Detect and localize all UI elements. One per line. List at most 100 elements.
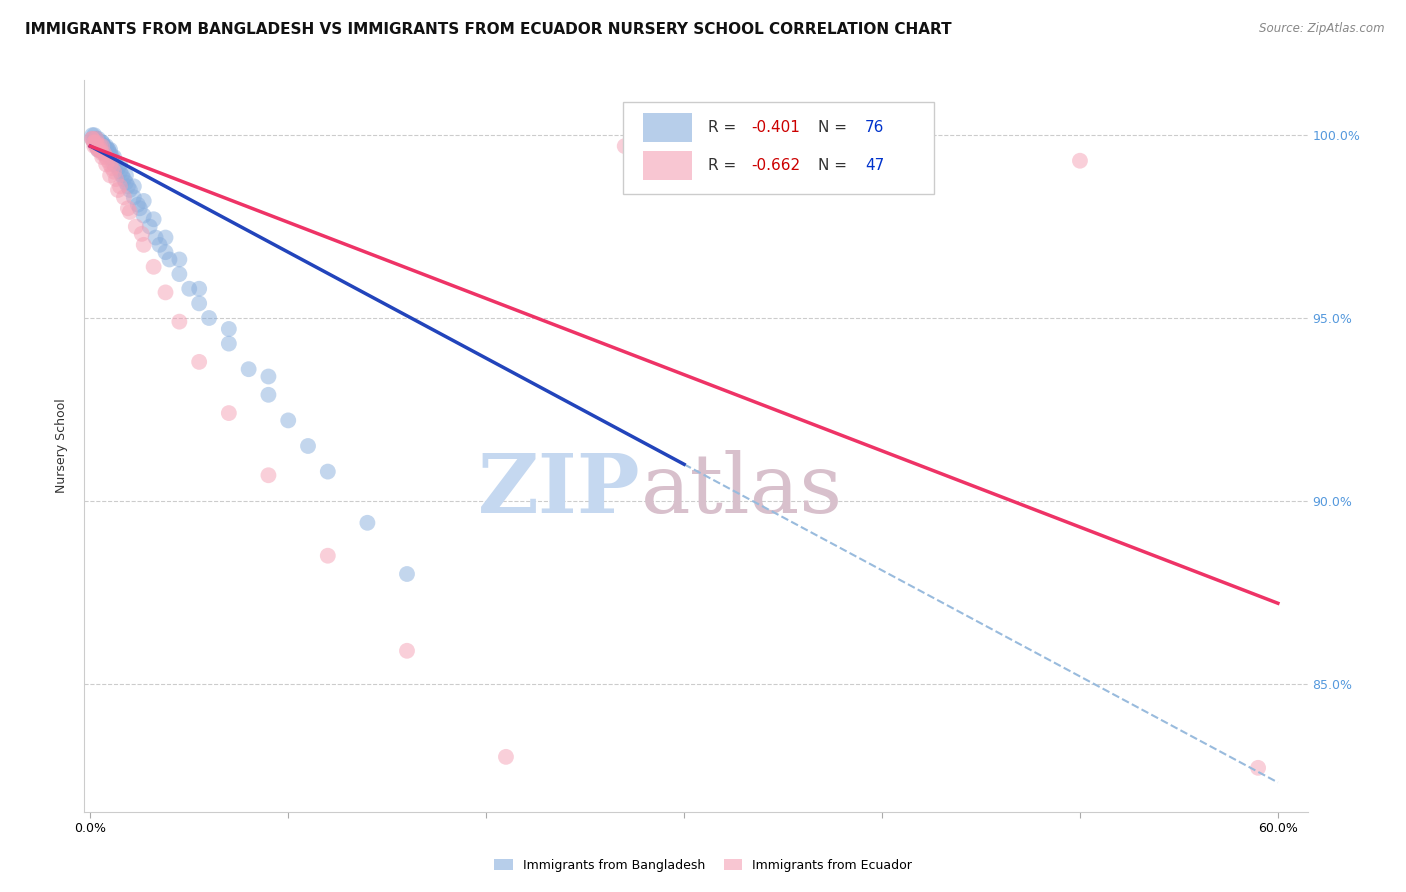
Point — [132, 194, 155, 208]
Point — [83, 132, 105, 146]
Point — [98, 169, 121, 183]
Point — [89, 143, 111, 157]
Point — [98, 150, 121, 164]
Point — [89, 136, 111, 150]
Point — [97, 153, 120, 168]
Point — [87, 139, 110, 153]
Point — [84, 132, 107, 146]
Point — [87, 132, 110, 146]
Point — [142, 212, 165, 227]
Point — [93, 139, 115, 153]
Point — [82, 132, 104, 146]
Point — [257, 369, 280, 384]
Text: N =: N = — [818, 120, 852, 136]
Text: 76: 76 — [865, 120, 884, 136]
Text: 47: 47 — [865, 159, 884, 173]
Point — [117, 202, 139, 216]
Point — [118, 183, 141, 197]
Point — [97, 143, 120, 157]
Point — [188, 355, 211, 369]
Point — [83, 139, 105, 153]
Point — [91, 139, 114, 153]
Text: N =: N = — [818, 159, 852, 173]
Point — [188, 282, 211, 296]
Point — [238, 362, 260, 376]
Point — [125, 219, 148, 234]
Point — [87, 139, 110, 153]
Point — [93, 146, 115, 161]
Point — [83, 136, 105, 150]
Text: R =: R = — [709, 159, 741, 173]
Point — [122, 190, 145, 204]
Point — [101, 161, 124, 175]
Point — [107, 161, 129, 175]
Point — [112, 172, 135, 186]
Point — [495, 749, 517, 764]
Point — [97, 143, 120, 157]
Point — [188, 296, 211, 310]
Point — [87, 143, 110, 157]
Point — [84, 136, 107, 150]
Text: R =: R = — [709, 120, 741, 136]
Point — [89, 139, 111, 153]
Point — [94, 143, 117, 157]
Point — [91, 139, 114, 153]
Legend: Immigrants from Bangladesh, Immigrants from Ecuador: Immigrants from Bangladesh, Immigrants f… — [489, 854, 917, 877]
Point — [108, 179, 131, 194]
Point — [89, 139, 111, 153]
Point — [87, 136, 110, 150]
Point — [94, 157, 117, 171]
Text: IMMIGRANTS FROM BANGLADESH VS IMMIGRANTS FROM ECUADOR NURSERY SCHOOL CORRELATION: IMMIGRANTS FROM BANGLADESH VS IMMIGRANTS… — [25, 22, 952, 37]
Point — [84, 132, 107, 146]
Point — [84, 132, 107, 146]
Point — [179, 282, 201, 296]
Point — [108, 157, 131, 171]
Point — [127, 197, 149, 211]
Point — [107, 183, 129, 197]
Point — [82, 132, 104, 146]
Point — [132, 209, 155, 223]
Point — [1247, 761, 1270, 775]
Point — [128, 202, 150, 216]
Point — [257, 388, 280, 402]
Point — [297, 439, 319, 453]
Point — [103, 153, 125, 168]
Point — [91, 136, 114, 150]
Point — [257, 468, 280, 483]
Point — [112, 190, 135, 204]
Point — [105, 157, 128, 171]
Point — [93, 146, 115, 161]
Y-axis label: Nursery School: Nursery School — [55, 399, 69, 493]
Point — [91, 150, 114, 164]
Point — [395, 567, 418, 582]
Point — [277, 413, 299, 427]
Point — [103, 157, 125, 171]
Point — [83, 136, 105, 150]
Point — [356, 516, 378, 530]
Point — [94, 150, 117, 164]
Point — [87, 143, 110, 157]
Point — [91, 143, 114, 157]
Point — [316, 465, 339, 479]
Text: -0.662: -0.662 — [751, 159, 800, 173]
Point — [132, 237, 155, 252]
Point — [91, 146, 114, 161]
Point — [83, 128, 105, 142]
Point — [101, 150, 124, 164]
Point — [84, 136, 107, 150]
Point — [103, 150, 125, 164]
Text: atlas: atlas — [641, 450, 844, 530]
Point — [316, 549, 339, 563]
Point — [169, 267, 191, 281]
Point — [82, 132, 104, 146]
Point — [98, 157, 121, 171]
Text: -0.401: -0.401 — [751, 120, 800, 136]
Point — [111, 169, 134, 183]
Point — [91, 136, 114, 150]
Point — [117, 179, 139, 194]
Point — [118, 205, 141, 219]
Point — [97, 146, 120, 161]
Point — [93, 139, 115, 153]
Point — [155, 230, 177, 244]
Point — [142, 260, 165, 274]
